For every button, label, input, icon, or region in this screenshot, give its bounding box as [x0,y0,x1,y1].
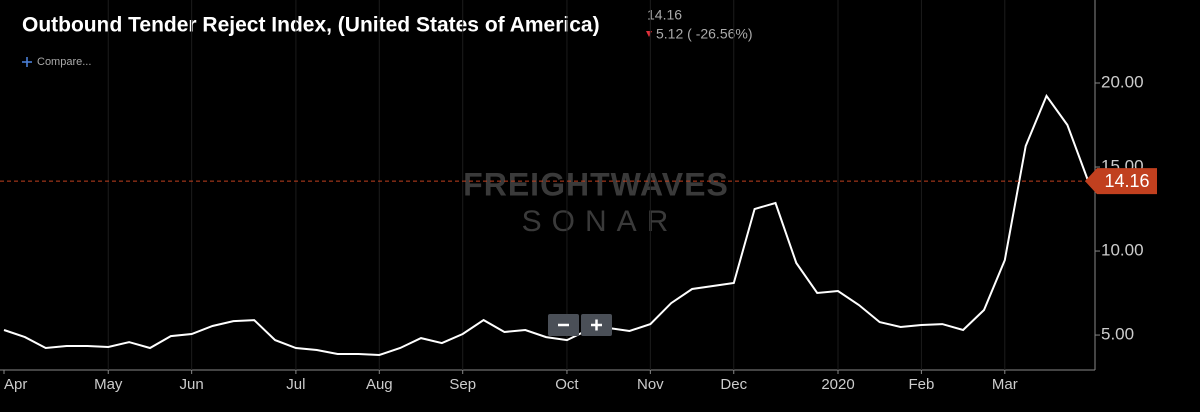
chart-title: Outbound Tender Reject Index, (United St… [22,14,600,37]
x-tick-label: Apr [4,376,27,393]
last-value-tag [1085,168,1157,195]
x-tick-label: May [94,376,123,393]
x-tick-label: Feb [908,376,934,393]
watermark: SONAR [522,205,679,238]
zoom-controls [548,314,612,336]
x-tick-label: Dec [720,376,747,393]
last-value: 14.16 [647,7,682,23]
x-tick-label: Nov [637,376,664,393]
y-tick-label: 20.00 [1101,72,1144,91]
x-tick-label: Jun [180,376,204,393]
x-tick-label: Sep [449,376,476,393]
x-tick-label: Aug [366,376,393,393]
watermark: FREIGHTWAVES [463,166,729,202]
compare-icon[interactable] [22,57,32,67]
y-tick-label: 5.00 [1101,325,1134,344]
x-tick-label: Jul [286,376,305,393]
y-tick-label: 10.00 [1101,241,1144,260]
x-tick-label: Oct [555,376,579,393]
x-tick-label: Mar [992,376,1018,393]
change-label: 5.12 ( -26.56%) [656,26,753,42]
line-series [3,93,1090,357]
compare-link[interactable]: Compare... [37,56,91,68]
last-value-tag-label: 14.16 [1104,171,1149,191]
x-tick-label: 2020 [821,376,854,393]
